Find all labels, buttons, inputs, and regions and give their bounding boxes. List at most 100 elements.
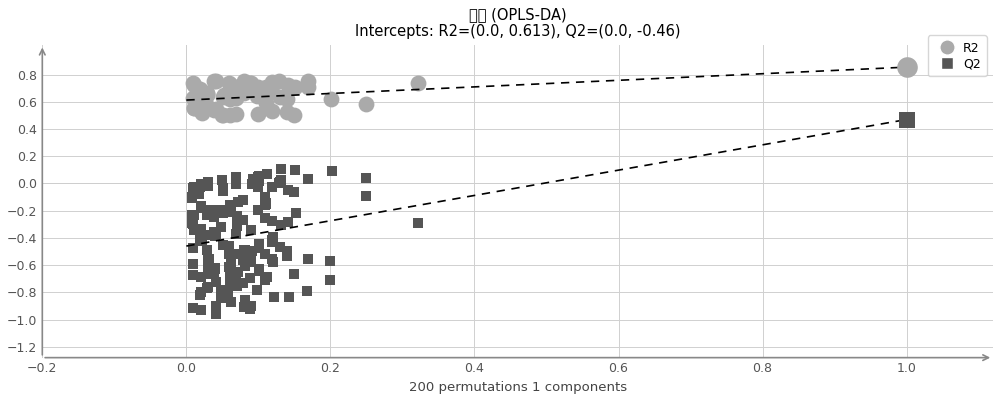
Point bbox=[213, 207, 229, 213]
Point bbox=[279, 95, 295, 102]
Point bbox=[250, 84, 266, 91]
Point bbox=[229, 283, 245, 289]
Point bbox=[273, 166, 289, 172]
Point bbox=[223, 298, 239, 305]
Point bbox=[208, 207, 224, 213]
Point bbox=[272, 94, 288, 101]
Point bbox=[229, 213, 245, 219]
Point bbox=[259, 90, 275, 96]
Point bbox=[237, 263, 253, 269]
Point bbox=[207, 265, 223, 272]
Point bbox=[215, 188, 231, 194]
Point bbox=[222, 112, 238, 119]
Point bbox=[299, 288, 315, 295]
Point bbox=[213, 295, 229, 302]
Point bbox=[287, 166, 303, 173]
Point bbox=[208, 279, 224, 286]
Point bbox=[192, 292, 208, 298]
Point bbox=[236, 90, 252, 96]
Point bbox=[237, 83, 253, 90]
Point bbox=[208, 230, 224, 237]
Point bbox=[237, 296, 253, 303]
Point bbox=[243, 303, 259, 309]
Point bbox=[257, 214, 273, 221]
Point bbox=[250, 174, 266, 180]
Point bbox=[199, 285, 215, 292]
Point bbox=[213, 224, 229, 231]
Point bbox=[185, 261, 201, 267]
Point bbox=[244, 247, 260, 254]
Legend: R2, Q2: R2, Q2 bbox=[928, 35, 987, 76]
Point bbox=[264, 79, 280, 85]
Point bbox=[206, 106, 222, 113]
Point bbox=[259, 171, 275, 178]
Point bbox=[323, 96, 339, 103]
Point bbox=[199, 91, 215, 97]
Point bbox=[221, 79, 237, 86]
Point bbox=[249, 93, 265, 99]
Point bbox=[272, 179, 288, 185]
Title: 骨髓 (OPLS-DA)
Intercepts: R2=(0.0, 0.613), Q2=(0.0, -0.46): 骨髓 (OPLS-DA) Intercepts: R2=(0.0, 0.613)… bbox=[355, 7, 680, 39]
Point bbox=[322, 258, 338, 264]
Point bbox=[222, 95, 238, 102]
Point bbox=[228, 251, 244, 257]
Point bbox=[194, 237, 210, 244]
Point bbox=[215, 111, 231, 118]
Point bbox=[193, 225, 209, 232]
Point bbox=[228, 231, 244, 237]
Point bbox=[279, 248, 295, 255]
Point bbox=[193, 274, 209, 280]
Point bbox=[221, 264, 237, 271]
Point bbox=[222, 282, 238, 289]
Point bbox=[258, 200, 274, 206]
X-axis label: 200 permutations 1 components: 200 permutations 1 components bbox=[409, 381, 627, 394]
Point bbox=[288, 209, 304, 216]
Point bbox=[251, 177, 267, 184]
Point bbox=[208, 78, 224, 85]
Point bbox=[228, 95, 244, 101]
Point bbox=[265, 234, 281, 240]
Point bbox=[208, 311, 224, 317]
Point bbox=[223, 258, 239, 265]
Point bbox=[259, 274, 275, 280]
Point bbox=[899, 116, 915, 123]
Point bbox=[235, 257, 251, 263]
Point bbox=[221, 243, 237, 249]
Point bbox=[184, 220, 200, 226]
Point bbox=[271, 179, 287, 186]
Point bbox=[222, 269, 238, 275]
Point bbox=[208, 303, 224, 309]
Point bbox=[186, 227, 202, 233]
Point bbox=[193, 181, 209, 187]
Point bbox=[264, 184, 280, 190]
Point bbox=[186, 105, 202, 111]
Point bbox=[235, 197, 251, 204]
Point bbox=[192, 107, 208, 113]
Point bbox=[185, 305, 201, 312]
Point bbox=[242, 255, 258, 261]
Point bbox=[280, 82, 296, 88]
Point bbox=[899, 64, 915, 70]
Point bbox=[184, 212, 200, 219]
Point bbox=[272, 244, 288, 250]
Point bbox=[300, 77, 316, 84]
Point bbox=[193, 97, 209, 103]
Point bbox=[235, 217, 251, 223]
Point bbox=[237, 247, 253, 253]
Point bbox=[200, 207, 216, 213]
Point bbox=[251, 241, 267, 247]
Point bbox=[242, 275, 258, 281]
Point bbox=[236, 304, 252, 310]
Point bbox=[192, 184, 208, 190]
Point bbox=[264, 82, 280, 89]
Point bbox=[199, 103, 215, 109]
Point bbox=[242, 83, 258, 89]
Point bbox=[228, 111, 244, 117]
Point bbox=[185, 271, 201, 278]
Point bbox=[214, 177, 230, 183]
Point bbox=[264, 256, 280, 262]
Point bbox=[250, 110, 266, 117]
Point bbox=[199, 211, 215, 217]
Point bbox=[200, 179, 216, 185]
Point bbox=[273, 177, 289, 183]
